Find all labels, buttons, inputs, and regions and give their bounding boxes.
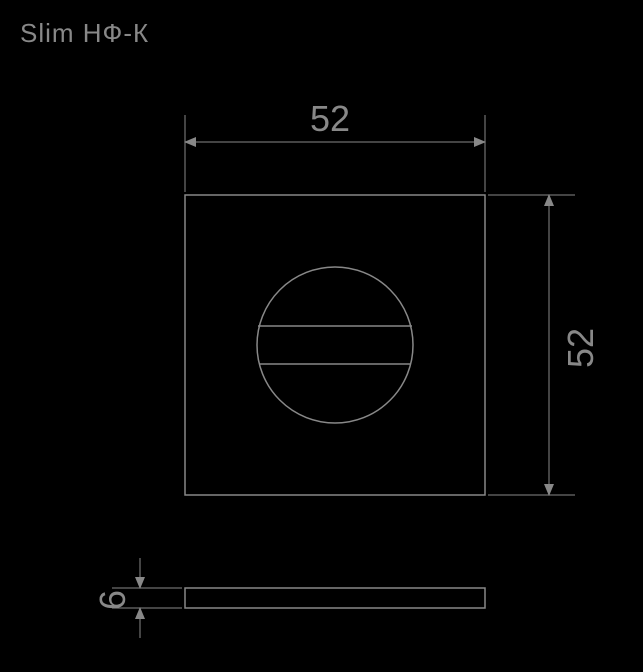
height-dimension-label: 52 (560, 328, 602, 368)
thickness-dimension-label: 6 (92, 590, 134, 610)
width-dimension-label: 52 (310, 98, 350, 140)
